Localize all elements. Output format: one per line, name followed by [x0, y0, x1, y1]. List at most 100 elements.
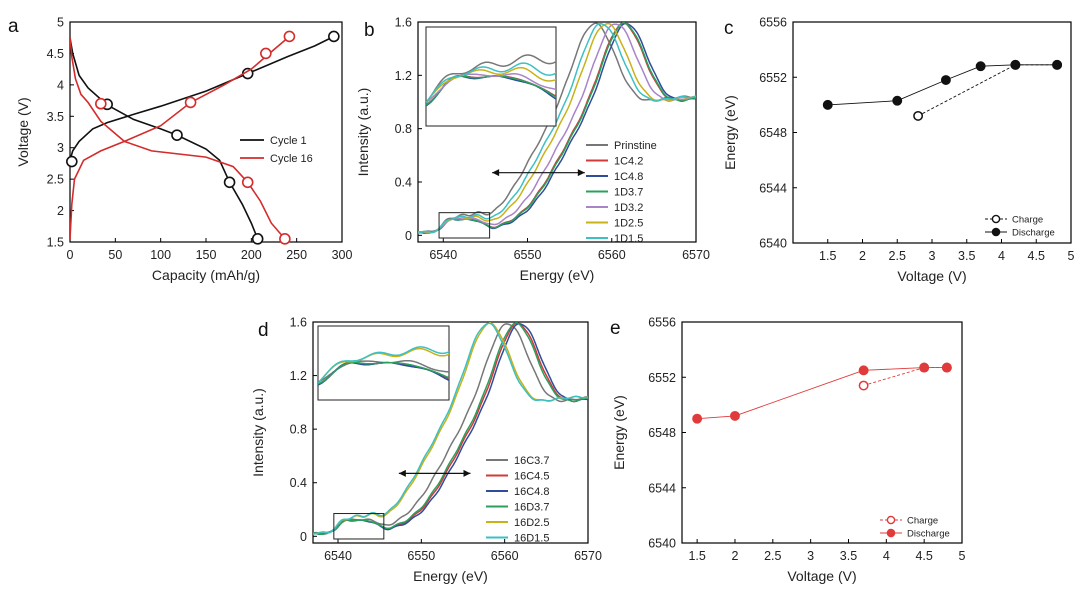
- x-tick-label: 5: [959, 549, 966, 563]
- discharge-marker: [941, 362, 952, 373]
- axes-frame: [312, 321, 589, 544]
- legend-label: Charge: [1012, 215, 1043, 226]
- discharge-marker: [730, 410, 740, 421]
- panel-label: d: [258, 320, 269, 341]
- y-axis-label: Energy (eV): [722, 95, 738, 170]
- panel-label: b: [364, 20, 375, 41]
- x-tick-label: 300: [332, 248, 353, 262]
- y-tick-label: 0.4: [395, 176, 412, 190]
- x-tick-label: 6540: [429, 248, 457, 262]
- legend-label: 16D2.5: [514, 517, 549, 529]
- x-tick-label: 1.5: [819, 249, 836, 263]
- x-tick-label: 4.5: [915, 549, 932, 563]
- discharge-marker: [892, 95, 903, 106]
- charge-marker: [858, 380, 869, 391]
- legend-label: Prinstine: [614, 140, 657, 152]
- y-tick-label: 0.8: [395, 122, 412, 136]
- discharge-marker: [975, 61, 986, 72]
- x-tick-label: 6550: [514, 248, 542, 262]
- y-tick-label: 3: [57, 141, 64, 155]
- data-marker: [171, 129, 183, 141]
- x-tick-label: 150: [196, 248, 217, 262]
- discharge-marker: [940, 75, 951, 85]
- legend-label: 16C4.8: [514, 486, 549, 498]
- y-axis-label: Intensity (a.u.): [355, 88, 371, 177]
- spectrum-line: [418, 22, 696, 234]
- discharge-marker: [692, 413, 703, 424]
- pre-edge-box: [333, 513, 385, 540]
- arrow-head-right: [463, 469, 471, 477]
- x-axis-label: Capacity (mAh/g): [152, 267, 260, 283]
- y-axis-label: Energy (eV): [611, 395, 627, 470]
- panel-label: c: [724, 18, 734, 39]
- inset-spectrum-line: [318, 361, 449, 385]
- data-marker: [279, 233, 291, 245]
- spectrum-line: [418, 23, 696, 234]
- charge-marker: [913, 110, 924, 121]
- x-tick-label: 4.5: [1028, 249, 1045, 263]
- x-tick-label: 3.5: [840, 549, 857, 563]
- y-tick-label: 4.5: [47, 47, 64, 61]
- legend-label: 1D1.5: [614, 233, 643, 245]
- legend-label: 16C4.5: [514, 471, 549, 483]
- x-tick-label: 6560: [598, 248, 626, 262]
- x-tick-label: 6560: [491, 549, 519, 563]
- panel-a: 0 50 100 150 200 250 300 1.5 2 2.5 3 3.5 4 4.5 5 Capaci…: [8, 16, 352, 284]
- discharge-marker: [822, 99, 833, 110]
- charge-line: [863, 367, 947, 386]
- x-tick-label: 2: [731, 549, 738, 563]
- arrow-head-right: [577, 169, 585, 177]
- x-tick-label: 3: [929, 249, 936, 263]
- legend-label: 16D3.7: [514, 502, 549, 514]
- inset-spectrum-line: [426, 62, 556, 103]
- x-tick-label: 6570: [574, 549, 602, 563]
- panel-b: 6540 6550 6560 6570 0 0.4 0.8 1.2 1.6 Energy (eV)…: [355, 16, 710, 284]
- inset-spectrum-line: [426, 54, 556, 104]
- legend-label: 1C4.8: [614, 171, 643, 183]
- x-tick-label: 250: [286, 248, 307, 262]
- data-marker: [283, 30, 296, 43]
- discharge-marker: [1052, 59, 1063, 70]
- legend-label: 1C4.2: [614, 156, 643, 168]
- spectrum-line: [313, 322, 588, 535]
- legend-marker: [991, 227, 1001, 237]
- data-marker: [251, 233, 264, 245]
- charge-line: [917, 64, 1058, 117]
- discharge-line: [827, 64, 1058, 106]
- x-tick-label: 2.5: [764, 549, 781, 563]
- y-tick-label: 1.6: [290, 316, 307, 330]
- charge-curve: [70, 35, 290, 239]
- legend-label: 1D2.5: [614, 218, 643, 230]
- legend-label: 1D3.7: [614, 187, 643, 199]
- x-tick-label: 3: [807, 549, 814, 563]
- y-axis-label: Voltage (V): [15, 97, 31, 166]
- x-tick-label: 1.5: [688, 549, 705, 563]
- inset: [425, 26, 557, 127]
- discharge-curve: [70, 37, 286, 240]
- discharge-marker: [1010, 59, 1021, 70]
- y-tick-label: 1.6: [395, 16, 412, 30]
- y-tick-label: 6544: [759, 181, 787, 195]
- discharge-curve: [70, 37, 259, 240]
- x-axis-label: Voltage (V): [787, 568, 856, 584]
- discharge-marker: [858, 365, 869, 376]
- y-tick-label: 0.4: [290, 476, 307, 490]
- panel-c: 1.5 2 2.5 3 3.5 4 4.5 5 6540 6544 6548 6552 6556 Volt…: [722, 16, 1075, 285]
- x-tick-label: 2.5: [889, 249, 906, 263]
- y-tick-label: 6540: [759, 237, 787, 251]
- pre-edge-box: [438, 212, 491, 239]
- arrow-head-left: [398, 469, 406, 477]
- inset-spectrum-line: [318, 346, 449, 384]
- y-tick-label: 2: [57, 204, 64, 218]
- y-tick-label: 6552: [648, 371, 676, 385]
- y-tick-label: 1.2: [395, 69, 412, 83]
- legend-label: 16C3.7: [514, 455, 549, 467]
- panel-d: 6540 6550 6560 6570 0 0.4 0.8 1.2 1.6 Energy (eV)…: [250, 316, 602, 585]
- legend-label: Cycle 16: [270, 153, 313, 165]
- legend-label: 1D3.2: [614, 202, 643, 214]
- x-tick-label: 50: [108, 248, 122, 262]
- y-tick-label: 6548: [648, 426, 676, 440]
- axes-frame: [792, 21, 1072, 244]
- data-marker: [328, 30, 340, 43]
- inset: [317, 325, 450, 401]
